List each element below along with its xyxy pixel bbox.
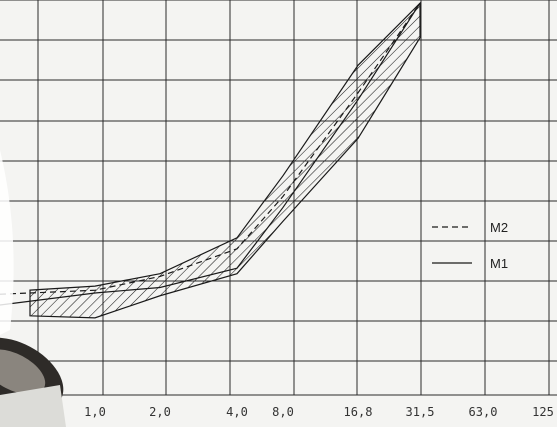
legend-label-m1: M1 <box>490 256 508 271</box>
x-tick-label: 8,0 <box>272 405 294 419</box>
x-tick-label: 1,0 <box>84 405 106 419</box>
hatched-band <box>29 1 421 319</box>
legend: M2 M1 <box>432 220 508 271</box>
series-line-m1 <box>0 2 421 306</box>
series-line-m2 <box>0 2 421 295</box>
series-lines <box>0 2 421 306</box>
legend-label-m2: M2 <box>490 220 508 235</box>
x-tick-label: 16,8 <box>344 405 373 419</box>
x-tick-label: 63,0 <box>469 405 498 419</box>
x-tick-label: 125 <box>532 405 554 419</box>
x-tick-labels: 1,0 2,0 4,0 8,0 16,8 31,5 63,0 125 <box>84 405 554 419</box>
x-tick-label: 2,0 <box>149 405 171 419</box>
photo-overlay <box>0 150 66 427</box>
hatched-band-area <box>29 1 421 319</box>
photo-white-object <box>0 150 14 335</box>
x-tick-label: 4,0 <box>226 405 248 419</box>
x-tick-label: 31,5 <box>406 405 435 419</box>
photo-ring-highlight <box>0 349 46 395</box>
photo-paper-fragment <box>0 385 66 427</box>
